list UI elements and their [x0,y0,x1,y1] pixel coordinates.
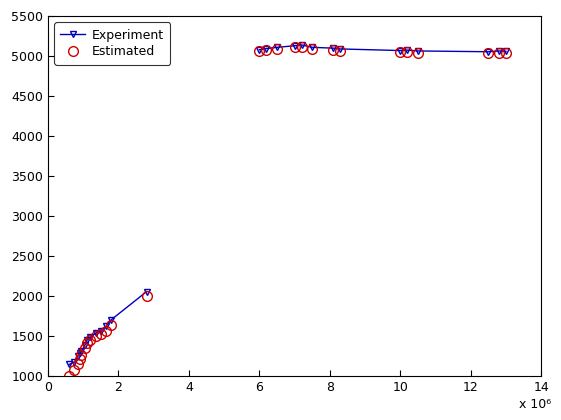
Estimated [71,368,78,373]
Experiment [92,331,99,336]
Estimated [75,361,81,366]
Line: Estimated: Estimated [65,291,151,381]
Experiment [143,289,150,294]
Estimated [76,356,83,361]
Experiment [108,317,115,322]
Experiment [84,338,90,343]
Experiment [98,328,104,333]
Experiment [78,348,85,353]
Experiment [75,354,81,359]
Experiment [103,323,109,328]
Estimated [143,293,150,298]
Text: x 10⁶: x 10⁶ [519,398,551,411]
Experiment [81,343,88,348]
Experiment [76,351,83,356]
Estimated [84,340,90,345]
Estimated [108,323,115,328]
Estimated [92,334,99,339]
Estimated [78,352,85,357]
Experiment [71,360,78,365]
Estimated [103,328,109,333]
Line: Experiment: Experiment [66,288,150,368]
Estimated [87,337,94,342]
Legend: Experiment, Estimated: Experiment, Estimated [54,22,170,65]
Estimated [98,331,104,336]
Experiment [66,362,72,367]
Experiment [87,335,94,340]
Estimated [81,345,88,350]
Estimated [66,374,72,379]
